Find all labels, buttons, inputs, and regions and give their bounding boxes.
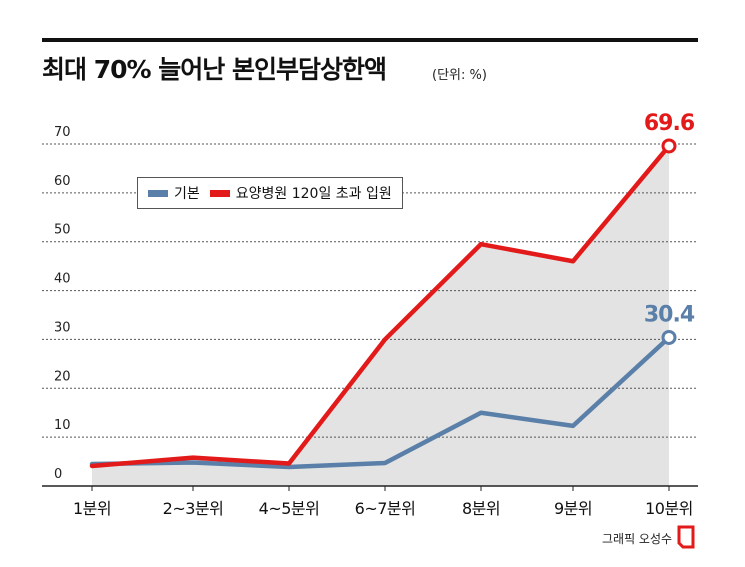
title-rule	[42, 38, 698, 42]
chart-legend: 기본 요양병원 120일 초과 입원	[137, 177, 403, 209]
x-tick-label: 10분위	[645, 499, 693, 518]
series-line-1	[89, 143, 672, 469]
y-tick-label: 0	[54, 467, 62, 482]
x-tick-label: 8분위	[462, 499, 500, 518]
x-tick-label: 6~7분위	[355, 499, 416, 518]
graphic-credit: 그래픽 오성수	[602, 532, 673, 546]
publisher-logo-icon	[677, 525, 695, 549]
x-tick-label: 9분위	[554, 499, 592, 518]
y-tick-label: 60	[54, 174, 71, 189]
chart-title: 최대 70% 늘어난 본인부담상한액	[42, 55, 387, 84]
x-tick-label: 1분위	[73, 499, 111, 518]
legend-item-basic: 기본	[148, 183, 200, 203]
y-tick-label: 50	[54, 223, 71, 238]
legend-swatch-basic	[148, 189, 168, 197]
y-tick-label: 10	[54, 418, 71, 433]
x-tick-label: 4~5분위	[259, 499, 320, 518]
y-tick-label: 30	[54, 320, 71, 335]
legend-label-hospital: 요양병원 120일 초과 입원	[235, 186, 392, 202]
series-end-label-1: 69.6	[644, 111, 695, 136]
legend-item-hospital: 요양병원 120일 초과 입원	[209, 183, 392, 203]
y-tick-label: 70	[54, 125, 71, 140]
x-tick-label: 2~3분위	[163, 499, 224, 518]
series-end-label-0: 30.4	[644, 302, 695, 327]
series-line-0	[89, 335, 672, 470]
y-tick-label: 20	[54, 369, 71, 384]
y-tick-label: 40	[54, 272, 71, 287]
legend-swatch-hospital	[209, 189, 230, 197]
series-end-marker-0	[661, 329, 677, 345]
area-fill	[92, 145, 669, 486]
legend-label-basic: 기본	[174, 186, 200, 202]
series-end-marker-1	[661, 138, 677, 154]
unit-label: (단위: %)	[432, 68, 487, 83]
